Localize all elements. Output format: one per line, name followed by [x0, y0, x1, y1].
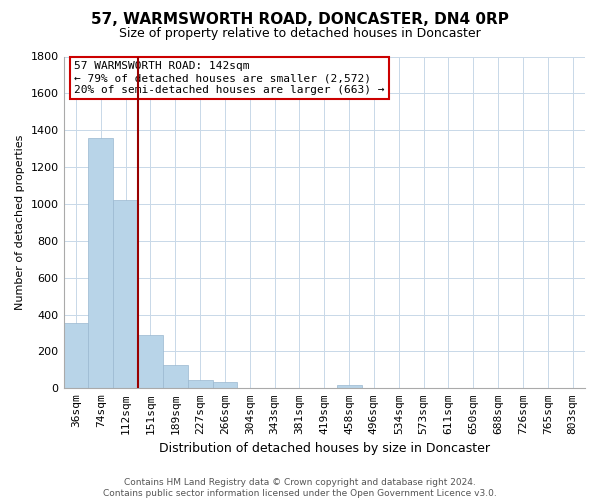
- Bar: [64, 323, 88, 388]
- Y-axis label: Number of detached properties: Number of detached properties: [15, 134, 25, 310]
- Bar: [113, 200, 138, 388]
- Bar: [337, 385, 362, 388]
- Bar: [212, 382, 238, 388]
- Text: 57, WARMSWORTH ROAD, DONCASTER, DN4 0RP: 57, WARMSWORTH ROAD, DONCASTER, DN4 0RP: [91, 12, 509, 28]
- Text: 57 WARMSWORTH ROAD: 142sqm
← 79% of detached houses are smaller (2,572)
20% of s: 57 WARMSWORTH ROAD: 142sqm ← 79% of deta…: [74, 62, 385, 94]
- Bar: [163, 364, 188, 388]
- Bar: [138, 335, 163, 388]
- Text: Contains HM Land Registry data © Crown copyright and database right 2024.
Contai: Contains HM Land Registry data © Crown c…: [103, 478, 497, 498]
- X-axis label: Distribution of detached houses by size in Doncaster: Distribution of detached houses by size …: [159, 442, 490, 455]
- Bar: [188, 380, 212, 388]
- Text: Size of property relative to detached houses in Doncaster: Size of property relative to detached ho…: [119, 28, 481, 40]
- Bar: [88, 138, 113, 388]
